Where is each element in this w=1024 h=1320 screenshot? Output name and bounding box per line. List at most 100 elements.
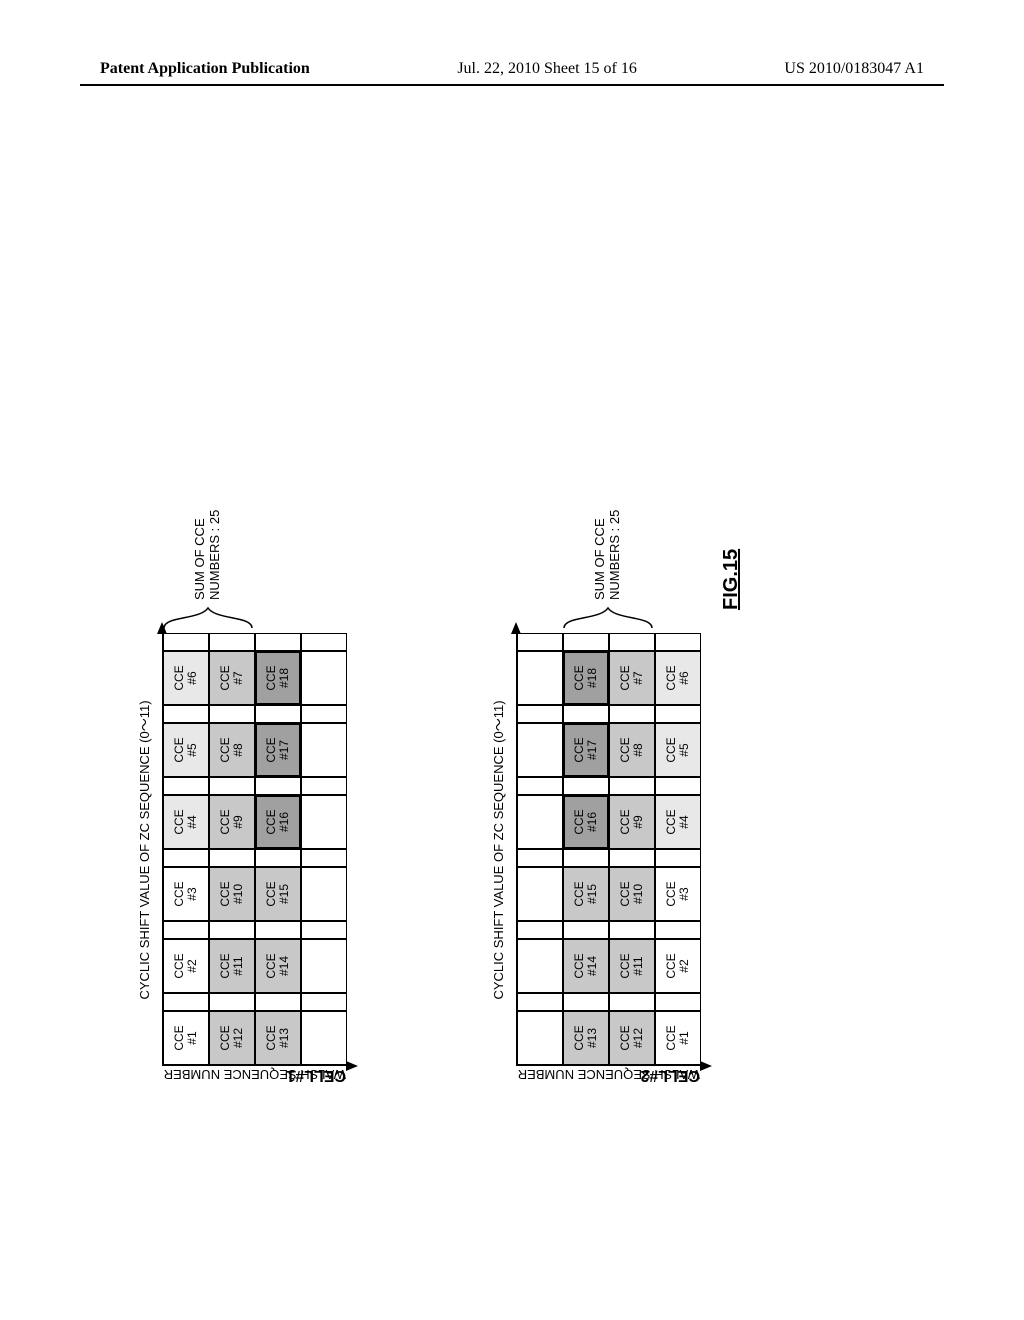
cce-cell: CCE #6 [655,651,701,705]
empty-cell [517,705,563,723]
cell-block-1: CELL#1CYCLIC SHIFT VALUE OF ZC SEQUENCE … [162,618,346,1090]
empty-cell [209,921,255,939]
cce-cell: CCE #4 [163,795,209,849]
cce-cell: CCE #8 [609,723,655,777]
empty-cell [163,993,209,1011]
cce-cell: CCE #9 [609,795,655,849]
empty-cell [609,777,655,795]
empty-cell [301,921,347,939]
empty-cell [609,633,655,651]
walsh-arrow-icon [700,1061,712,1071]
empty-cell [163,921,209,939]
cce-label: CCE #18 [265,665,291,690]
figure-diagram: CELL#1CYCLIC SHIFT VALUE OF ZC SEQUENCE … [132,170,892,1170]
empty-cell [301,651,347,705]
empty-cell [255,705,301,723]
empty-cell [163,633,209,651]
sum-label: SUM OF CCE NUMBERS : 25 [592,510,622,600]
cce-label: CCE #15 [573,881,599,906]
empty-cell [301,777,347,795]
empty-cell [301,867,347,921]
cce-label: CCE #8 [619,737,645,762]
cce-cell: CCE #2 [163,939,209,993]
sum-label: SUM OF CCE NUMBERS : 25 [192,510,222,600]
cce-cell: CCE #10 [609,867,655,921]
cce-cell: CCE #13 [563,1011,609,1065]
cce-cell: CCE #12 [209,1011,255,1065]
empty-cell [163,777,209,795]
cce-label: CCE #17 [573,737,599,762]
empty-cell [255,849,301,867]
header-left: Patent Application Publication [100,60,310,78]
empty-cell [255,633,301,651]
cce-label: CCE #14 [265,953,291,978]
empty-cell [563,849,609,867]
cce-cell: CCE #7 [209,651,255,705]
empty-cell [209,705,255,723]
empty-cell [517,939,563,993]
cce-cell: CCE #1 [163,1011,209,1065]
cce-cell: CCE #7 [609,651,655,705]
empty-cell [517,993,563,1011]
empty-cell [655,921,701,939]
cce-cell: CCE #18 [563,651,609,705]
empty-cell [517,633,563,651]
header-divider [80,84,944,86]
cce-label: CCE #12 [619,1025,645,1050]
empty-cell [563,993,609,1011]
cce-label: CCE #5 [665,737,691,762]
empty-cell [301,1011,347,1065]
cce-cell: CCE #14 [563,939,609,993]
empty-cell [517,867,563,921]
cce-cell: CCE #4 [655,795,701,849]
empty-cell [609,705,655,723]
cce-label: CCE #11 [219,953,245,978]
empty-cell [163,849,209,867]
empty-cell [517,723,563,777]
header-center: Jul. 22, 2010 Sheet 15 of 16 [457,60,637,78]
cce-label: CCE #2 [665,953,691,978]
header-right: US 2010/0183047 A1 [784,60,924,78]
empty-cell [655,993,701,1011]
empty-cell [301,993,347,1011]
cce-label: CCE #5 [173,737,199,762]
cce-label: CCE #13 [573,1025,599,1050]
empty-cell [517,1011,563,1065]
empty-cell [655,633,701,651]
cce-cell: CCE #14 [255,939,301,993]
empty-cell [609,921,655,939]
header: Patent Application Publication Jul. 22, … [0,60,1024,78]
cce-cell: CCE #6 [163,651,209,705]
empty-cell [301,633,347,651]
cce-cell: CCE #15 [255,867,301,921]
empty-cell [609,993,655,1011]
x-axis-label: CYCLIC SHIFT VALUE OF ZC SEQUENCE (0～11) [134,700,153,999]
empty-cell [209,849,255,867]
cce-cell: CCE #16 [255,795,301,849]
cell-block-2: CELL#2CYCLIC SHIFT VALUE OF ZC SEQUENCE … [516,618,700,1090]
empty-cell [255,777,301,795]
empty-cell [301,795,347,849]
empty-cell [517,795,563,849]
cce-cell: CCE #13 [255,1011,301,1065]
sum-brace-icon [562,602,654,630]
sum-brace-icon [162,602,254,630]
figure-label: FIG.15 [720,549,743,610]
empty-cell [655,777,701,795]
cce-label: CCE #6 [665,665,691,690]
cce-label: CCE #12 [219,1025,245,1050]
empty-cell [563,921,609,939]
cce-label: CCE #16 [573,809,599,834]
cce-label: CCE #4 [665,809,691,834]
cce-cell: CCE #12 [609,1011,655,1065]
cce-cell: CCE #17 [563,723,609,777]
cce-label: CCE #2 [173,953,199,978]
cce-label: CCE #8 [219,737,245,762]
empty-cell [517,651,563,705]
cce-label: CCE #7 [219,665,245,690]
empty-cell [517,921,563,939]
empty-cell [655,705,701,723]
walsh-arrow-icon [346,1061,358,1071]
cce-cell: CCE #5 [655,723,701,777]
empty-cell [209,633,255,651]
